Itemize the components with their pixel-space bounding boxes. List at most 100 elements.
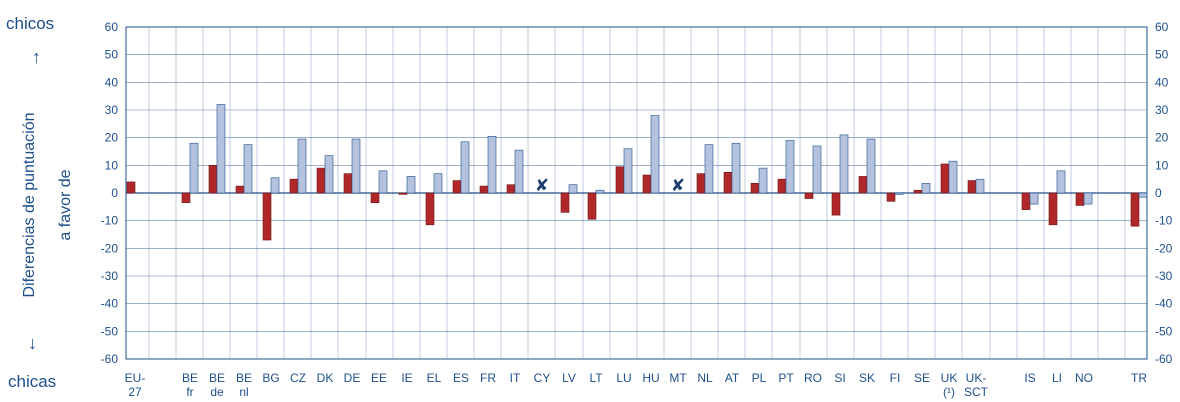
bar-light: [1083, 192, 1093, 205]
x-tick-label: ES: [453, 371, 469, 385]
y-tick-label-right: -20: [1155, 241, 1173, 255]
bar-dark: [425, 192, 435, 226]
bar-dark: [1130, 192, 1140, 227]
bar-light: [839, 134, 849, 194]
y-tick-label-left: -30: [101, 269, 119, 283]
y-tick-label-right: -10: [1155, 214, 1173, 228]
bar-dark: [370, 192, 380, 203]
x-tick-label: AT: [725, 371, 740, 385]
bar-light: [948, 160, 958, 194]
not-available-mark: ✘: [535, 176, 549, 196]
bar-light: [921, 183, 931, 194]
bar-dark: [262, 192, 272, 241]
x-tick-label: LU: [616, 371, 631, 385]
x-tick-label: BE: [209, 371, 225, 385]
bar-dark: [316, 167, 326, 194]
bar-light: [216, 104, 226, 194]
x-tick-label: FI: [890, 371, 901, 385]
x-tick-label: CZ: [290, 371, 306, 385]
bar-dark: [615, 166, 625, 194]
y-tick-label-right: 60: [1155, 20, 1169, 34]
bar-light: [1138, 192, 1148, 198]
y-tick-label-right: -40: [1155, 297, 1173, 311]
x-tick-label: SE: [914, 371, 930, 385]
x-tick-label: PL: [752, 371, 767, 385]
x-tick-label: DK: [317, 371, 334, 385]
bar-dark: [235, 185, 245, 194]
bar-light: [595, 189, 605, 194]
bar-light: [650, 115, 660, 194]
y-tick-label-left: -60: [101, 352, 119, 366]
bar-dark: [1048, 192, 1058, 226]
bar-light: [460, 141, 470, 194]
bar-light: [894, 192, 904, 195]
y-tick-label-left: 0: [111, 186, 118, 200]
y-tick-label-right: 0: [1155, 186, 1162, 200]
x-tick-label: NO: [1075, 371, 1093, 385]
x-tick-label-sub: (¹): [943, 385, 955, 399]
bar-dark: [560, 192, 570, 213]
bar-light: [731, 142, 741, 194]
bar-light: [514, 149, 524, 194]
bar-light: [297, 138, 307, 194]
bar-dark: [750, 183, 760, 194]
x-tick-label: SK: [859, 371, 875, 385]
x-tick-label-sub: SCT: [964, 385, 989, 399]
bar-dark: [506, 184, 516, 194]
x-tick-label: EL: [427, 371, 442, 385]
x-tick-label: DE: [344, 371, 361, 385]
bar-dark: [398, 192, 408, 195]
x-tick-label: BG: [262, 371, 279, 385]
y-tick-label-left: -50: [101, 324, 119, 338]
y-tick-label-left: 60: [105, 20, 119, 34]
x-tick-label: PT: [778, 371, 794, 385]
x-tick-label-sub: nl: [239, 385, 248, 399]
bar-dark: [886, 192, 896, 202]
bar-dark: [343, 173, 353, 194]
x-tick-label: LI: [1052, 371, 1062, 385]
bar-dark: [777, 178, 787, 194]
bar-light: [758, 167, 768, 194]
x-tick-label: BE: [182, 371, 198, 385]
up-arrow-icon: ↑: [32, 47, 41, 67]
bar-light: [623, 148, 633, 194]
bar-light: [189, 142, 199, 194]
bar-light: [324, 155, 334, 194]
bar-dark: [452, 180, 462, 194]
x-tick-label: BE: [236, 371, 252, 385]
bar-light: [243, 144, 253, 194]
bar-light: [975, 178, 985, 194]
x-tick-label: RO: [804, 371, 822, 385]
y-tick-label-right: 10: [1155, 158, 1169, 172]
x-tick-label: IE: [401, 371, 412, 385]
y-tick-label-left: 30: [105, 103, 119, 117]
y-tick-label-right: 50: [1155, 48, 1169, 62]
bar-light: [378, 170, 388, 194]
x-tick-label: TR: [1131, 371, 1147, 385]
x-tick-label: NL: [697, 371, 713, 385]
x-tick-label: SI: [834, 371, 845, 385]
y-tick-label-left: -20: [101, 241, 119, 255]
bar-dark: [804, 192, 814, 199]
y-tick-label-right: 20: [1155, 131, 1169, 145]
bar-dark: [831, 192, 841, 216]
x-tick-label: IS: [1024, 371, 1035, 385]
bar-dark: [940, 163, 950, 194]
bar-dark: [181, 192, 191, 203]
top-label: chicos: [6, 14, 55, 33]
bar-light: [785, 140, 795, 194]
bar-light: [351, 138, 361, 194]
x-tick-label: IT: [510, 371, 521, 385]
x-tick-label: MT: [669, 371, 687, 385]
x-tick-label-sub: 27: [128, 385, 142, 399]
bar-light: [406, 176, 416, 194]
bar-dark: [1075, 192, 1085, 206]
bar-dark: [696, 173, 706, 194]
bar-dark: [208, 165, 218, 194]
y-tick-label-right: -60: [1155, 352, 1173, 366]
y-tick-label-left: 20: [105, 131, 119, 145]
bar-light: [866, 138, 876, 194]
bar-dark: [913, 189, 923, 194]
bar-dark: [289, 178, 299, 194]
